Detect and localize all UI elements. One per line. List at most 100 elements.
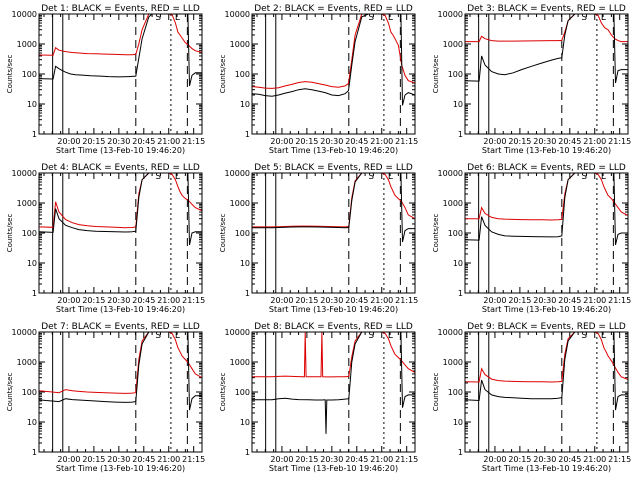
panel-det-2: Det 2: BLACK = Events, RED = LLD Counts/s… (219, 4, 418, 155)
x-tick-label: 20:30 (107, 455, 130, 464)
x-tick-label: 20:15 (508, 455, 531, 464)
x-tick-label: 20:15 (508, 137, 531, 146)
series-lld-line (252, 173, 415, 228)
x-tick-label: 21:00 (370, 137, 393, 146)
x-tick-label: 20:45 (558, 455, 581, 464)
annotation-s: S (155, 331, 161, 341)
annotation-l: L (601, 13, 606, 23)
x-tick-label: 21:15 (395, 137, 418, 146)
y-tick-label: 10 (240, 418, 250, 427)
y-tick-label: 10 (240, 259, 250, 268)
panel-title: Det 8: BLACK = Events, RED = LLD (254, 322, 413, 332)
y-tick-label: 1000 (230, 358, 250, 367)
x-tick-label: 20:30 (533, 455, 556, 464)
x-tick-label: 20:30 (320, 455, 343, 464)
y-axis-label: Counts/sec (219, 55, 227, 94)
y-tick-label: 100 (448, 229, 463, 238)
y-tick-label: 1000 (443, 199, 463, 208)
y-tick-label: 10000 (12, 169, 37, 178)
y-tick-label: 1 (32, 130, 37, 139)
x-axis-label: Start Time (13-Feb-10 19:46:20) (56, 146, 185, 155)
annotation-s: S (368, 331, 374, 341)
x-tick-label: 20:45 (132, 455, 155, 464)
panel-title: Det 2: BLACK = Events, RED = LLD (254, 4, 413, 14)
y-tick-label: 10 (27, 418, 37, 427)
x-tick-label: 21:00 (370, 296, 393, 305)
x-tick-label: 21:00 (157, 296, 180, 305)
y-tick-label: 10 (453, 100, 463, 109)
annotation-s: S (581, 13, 587, 23)
panel-det-8: Det 8: BLACK = Events, RED = LLD Counts/s… (219, 322, 418, 473)
annotation-s: S (155, 172, 161, 182)
y-tick-label: 10000 (438, 328, 463, 337)
x-tick-label: 20:45 (345, 137, 368, 146)
y-tick-label: 1000 (230, 199, 250, 208)
panel-title: Det 6: BLACK = Events, RED = LLD (467, 163, 626, 173)
x-tick-label: 21:15 (182, 455, 205, 464)
x-axis-label: Start Time (13-Feb-10 19:46:20) (482, 305, 611, 314)
series-events-line (252, 173, 415, 243)
y-tick-label: 1 (245, 289, 250, 298)
panel-det-5: Det 5: BLACK = Events, RED = LLD Counts/s… (219, 163, 418, 314)
panel-det-4: Det 4: BLACK = Events, RED = LLD Counts/s… (6, 163, 205, 314)
x-tick-label: 21:00 (157, 137, 180, 146)
series-events-line (39, 332, 202, 411)
x-axis-label: Start Time (13-Feb-10 19:46:20) (269, 146, 398, 155)
x-tick-label: 21:15 (182, 296, 205, 305)
x-tick-label: 20:45 (132, 296, 155, 305)
x-tick-label: 20:00 (57, 296, 80, 305)
x-tick-label: 20:30 (107, 296, 130, 305)
plot-frame (38, 13, 203, 135)
y-axis-label: Counts/sec (432, 214, 440, 253)
x-tick-label: 20:15 (82, 296, 105, 305)
plot-frame (464, 331, 629, 453)
x-tick-label: 20:00 (483, 296, 506, 305)
series-events-line (465, 332, 628, 411)
panel-det-1: Det 1: BLACK = Events, RED = LLD Counts/s… (6, 4, 205, 155)
x-tick-label: 21:00 (157, 455, 180, 464)
y-tick-label: 10000 (438, 169, 463, 178)
plot-frame (251, 13, 416, 135)
series-lld-line (39, 332, 202, 394)
annotation-l: L (601, 331, 606, 341)
x-tick-label: 20:15 (295, 455, 318, 464)
series-events-line (465, 173, 628, 246)
annotation-s: S (581, 331, 587, 341)
y-tick-label: 10 (27, 259, 37, 268)
x-axis-label: Start Time (13-Feb-10 19:46:20) (269, 464, 398, 473)
x-tick-label: 20:00 (57, 137, 80, 146)
annotation-l: L (175, 13, 180, 23)
plot-frame (464, 172, 629, 294)
x-tick-label: 20:45 (558, 296, 581, 305)
panel-title: Det 3: BLACK = Events, RED = LLD (467, 4, 626, 14)
y-tick-label: 100 (22, 70, 37, 79)
x-tick-label: 20:15 (82, 137, 105, 146)
x-tick-label: 20:45 (345, 296, 368, 305)
x-tick-label: 20:30 (533, 296, 556, 305)
y-tick-label: 10 (453, 418, 463, 427)
y-tick-label: 100 (22, 229, 37, 238)
plot-frame (464, 13, 629, 135)
y-tick-label: 10000 (225, 169, 250, 178)
y-tick-label: 100 (235, 388, 250, 397)
panel-det-3: Det 3: BLACK = Events, RED = LLD Counts/s… (432, 4, 631, 155)
x-tick-label: 21:00 (583, 296, 606, 305)
x-tick-label: 20:15 (295, 296, 318, 305)
panel-title: Det 7: BLACK = Events, RED = LLD (41, 322, 200, 332)
y-tick-label: 1000 (17, 199, 37, 208)
y-tick-label: 10000 (225, 328, 250, 337)
y-axis-label: Counts/sec (6, 214, 14, 253)
y-tick-label: 1 (245, 130, 250, 139)
y-tick-label: 1 (245, 448, 250, 457)
x-axis-label: Start Time (13-Feb-10 19:46:20) (56, 305, 185, 314)
x-tick-label: 20:00 (270, 137, 293, 146)
x-tick-label: 21:00 (583, 137, 606, 146)
y-tick-label: 100 (448, 388, 463, 397)
series-lld-line (465, 14, 628, 43)
panel-det-7: Det 7: BLACK = Events, RED = LLD Counts/s… (6, 322, 205, 473)
series-events-line (39, 14, 202, 87)
series-lld-line (39, 14, 202, 56)
series-lld-line (465, 332, 628, 383)
annotation-l: L (175, 331, 180, 341)
